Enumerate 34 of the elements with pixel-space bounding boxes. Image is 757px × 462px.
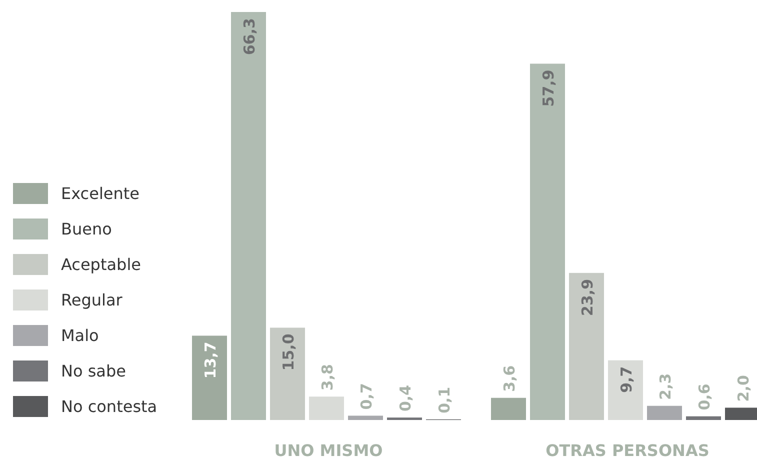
data-label: 13,7 [202, 342, 220, 379]
legend-label: No contesta [61, 397, 158, 416]
bar [270, 328, 305, 420]
bar [530, 64, 565, 420]
bar [231, 12, 266, 420]
bar [686, 416, 721, 420]
legend-label: Aceptable [61, 255, 141, 274]
bar [192, 336, 227, 420]
legend-label: Excelente [61, 184, 140, 203]
bar [348, 416, 383, 420]
legend-label: Regular [61, 290, 123, 310]
bar [569, 272, 604, 420]
data-label: 2,3 [656, 373, 674, 400]
data-label: 0,7 [358, 383, 376, 410]
legend-label: No sabe [61, 362, 126, 380]
data-label: 0,1 [436, 386, 454, 414]
data-label: 0,4 [396, 384, 414, 412]
bar [647, 406, 682, 420]
legend-label: Malo [61, 326, 99, 345]
x-tick-label: UNO MISMO [274, 441, 383, 460]
x-tick-label: OTRAS PERSONAS [546, 441, 710, 460]
legend-label: Bueno [61, 220, 112, 238]
data-label: 3,8 [318, 364, 336, 391]
bar [491, 398, 526, 420]
data-label: 3,6 [500, 365, 518, 392]
data-label: 0,6 [696, 384, 714, 410]
data-label: 57,9 [540, 70, 558, 107]
data-label: 9,7 [618, 366, 636, 393]
bar [608, 360, 643, 420]
bar [309, 396, 344, 420]
data-label: 23,9 [578, 278, 596, 316]
data-label: 15,0 [280, 334, 298, 371]
data-label: 2,0 [734, 375, 752, 402]
data-label: 66,3 [240, 18, 258, 56]
